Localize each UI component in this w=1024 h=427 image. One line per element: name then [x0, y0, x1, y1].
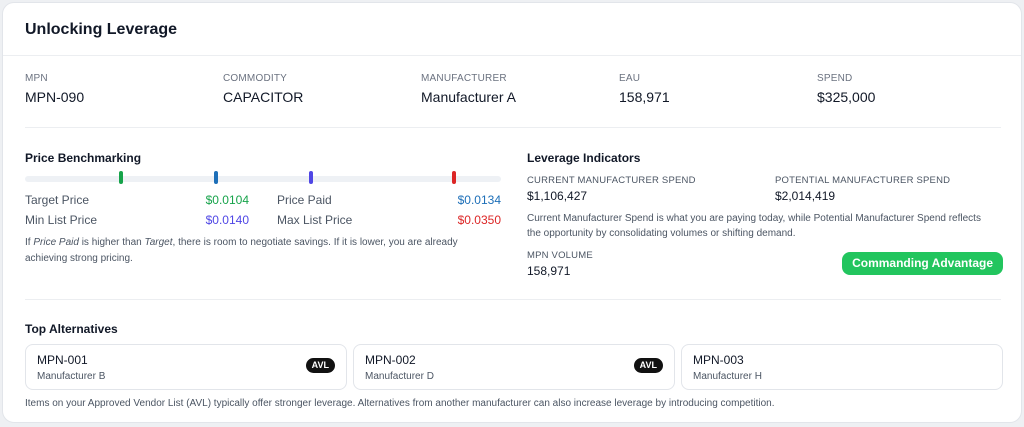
summary-spend: SPEND $325,000: [817, 73, 875, 105]
alternative-manufacturer: Manufacturer B: [37, 371, 106, 382]
target-price-label: Target Price: [25, 193, 90, 207]
summary-label: EAU: [619, 73, 641, 84]
alternative-mpn: MPN-003: [693, 353, 744, 367]
leverage-status-badge: Commanding Advantage: [842, 252, 1003, 275]
potential-spend-value: $2,014,419: [775, 189, 836, 203]
min-list-price-value: $0.0140: [205, 213, 249, 227]
avl-badge: AVL: [305, 358, 335, 373]
potential-spend-label: POTENTIAL MANUFACTURER SPEND: [775, 175, 951, 186]
summary-value: 158,971: [619, 89, 670, 105]
price-paid-label: Price Paid: [277, 193, 332, 207]
target-price-marker: [119, 171, 123, 184]
note-emphasis-target: Target: [144, 237, 173, 248]
alternative-card[interactable]: MPN-001 Manufacturer B AVL: [25, 344, 347, 390]
current-spend-label: CURRENT MANUFACTURER SPEND: [527, 175, 696, 186]
alternative-manufacturer: Manufacturer D: [365, 371, 434, 382]
alternative-mpn: MPN-002: [365, 353, 416, 367]
leverage-indicators: Leverage Indicators CURRENT MANUFACTURER…: [527, 151, 1003, 281]
benchmarking-note: If Price Paid is higher than Target, the…: [25, 235, 501, 267]
mpn-volume-label: MPN VOLUME: [527, 250, 593, 261]
section-title: Top Alternatives: [25, 322, 118, 336]
alternative-manufacturer: Manufacturer H: [693, 371, 762, 382]
card-title: Unlocking Leverage: [25, 21, 178, 38]
price-paid-marker: [214, 171, 218, 184]
summary-label: MPN: [25, 73, 48, 84]
note-text: If: [25, 237, 34, 248]
summary-label: SPEND: [817, 73, 853, 84]
divider: [25, 299, 1001, 300]
avl-badge: AVL: [633, 358, 663, 373]
summary-commodity: COMMODITY CAPACITOR: [223, 73, 303, 105]
note-text: , there is room to negotiate savings. If…: [25, 237, 458, 264]
min-list-price-label: Min List Price: [25, 213, 98, 227]
note-text: is higher than: [78, 237, 145, 248]
current-spend-value: $1,106,427: [527, 189, 588, 203]
max-list-price-marker: [452, 171, 456, 184]
summary-value: MPN-090: [25, 89, 85, 105]
current-spend: CURRENT MANUFACTURER SPEND $1,106,427: [527, 175, 696, 203]
section-title: Leverage Indicators: [527, 151, 641, 165]
max-list-price-label: Max List Price: [277, 213, 353, 227]
target-price-value: $0.0104: [205, 193, 249, 207]
divider: [25, 127, 1001, 128]
potential-spend: POTENTIAL MANUFACTURER SPEND $2,014,419: [775, 175, 950, 203]
mpn-volume: MPN VOLUME 158,971: [527, 250, 593, 278]
summary-value: $325,000: [817, 89, 876, 105]
summary-eau: EAU 158,971: [619, 73, 670, 105]
price-benchmarking: Price Benchmarking Target Price $0.0104 …: [25, 151, 501, 264]
summary-manufacturer: MANUFACTURER Manufacturer A: [421, 73, 516, 105]
alternatives-note: Items on your Approved Vendor List (AVL)…: [25, 398, 775, 409]
alternative-card[interactable]: MPN-003 Manufacturer H: [681, 344, 1003, 390]
summary-value: Manufacturer A: [421, 89, 516, 105]
summary-label: MANUFACTURER: [421, 73, 507, 84]
price-paid-value: $0.0134: [457, 193, 501, 207]
min-list-price-marker: [309, 171, 313, 184]
card-header: Unlocking Leverage: [3, 3, 1021, 56]
note-emphasis-price-paid: Price Paid: [33, 237, 79, 248]
summary-label: COMMODITY: [223, 73, 288, 84]
alternative-card[interactable]: MPN-002 Manufacturer D AVL: [353, 344, 675, 390]
section-title: Price Benchmarking: [25, 151, 142, 165]
leverage-note: Current Manufacturer Spend is what you a…: [527, 213, 981, 239]
mpn-volume-value: 158,971: [527, 264, 571, 278]
max-list-price-value: $0.0350: [457, 213, 501, 227]
alternative-mpn: MPN-001: [37, 353, 88, 367]
summary-mpn: MPN MPN-090: [25, 73, 84, 105]
summary-value: CAPACITOR: [223, 89, 304, 105]
price-range-bar: [25, 171, 501, 184]
part-summary: MPN MPN-090 COMMODITY CAPACITOR MANUFACT…: [25, 73, 1001, 113]
